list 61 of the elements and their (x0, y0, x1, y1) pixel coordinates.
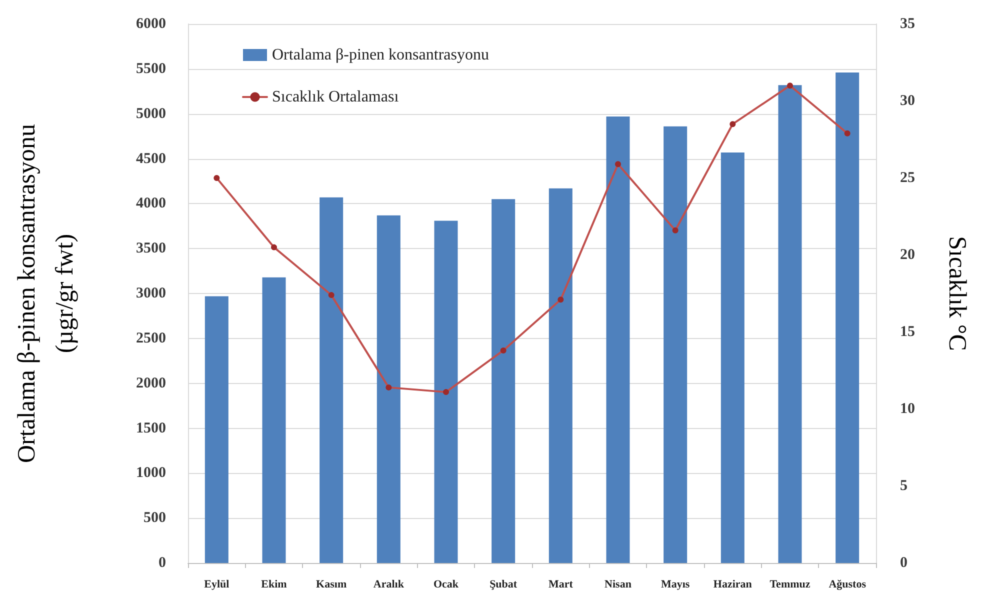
point (328, 292, 334, 298)
point (615, 161, 621, 168)
y2-tick-label: 35 (900, 16, 915, 32)
y-tick-label: 2500 (136, 330, 166, 346)
y2-tick-label: 15 (900, 324, 915, 340)
bar (262, 277, 286, 563)
point (844, 130, 850, 136)
x-tick-label: Nisan (604, 578, 632, 590)
y-tick-label: 5500 (136, 60, 166, 77)
y-tick-label: 500 (144, 510, 166, 526)
y2-tick-label: 5 (900, 478, 908, 494)
bar (320, 197, 344, 563)
bar (434, 220, 458, 563)
y-tick-label: 0 (158, 555, 166, 571)
point (443, 389, 449, 396)
y2-tick-label: 0 (900, 555, 908, 571)
y-axis-title: Ortalama β-pinen konsantrasyonu (µgr/gr fwt) (14, 123, 78, 464)
bar (836, 72, 860, 563)
y2-tick-label: 30 (900, 93, 915, 109)
y2-axis-title: Sıcaklık °C (944, 236, 970, 351)
y2-tick-label: 20 (900, 247, 915, 263)
x-tick-label: Ağustos (828, 578, 867, 590)
bar (720, 152, 744, 563)
point (271, 244, 277, 250)
y-tick-label: 5000 (136, 106, 166, 122)
x-tick-label: Ocak (433, 578, 460, 590)
bar (664, 126, 688, 563)
y-tick-label: 1500 (136, 420, 166, 436)
bar (376, 215, 400, 563)
x-tick-label: Temmuz (770, 578, 810, 590)
y2-tick-label: 10 (900, 401, 915, 417)
bar (204, 296, 228, 563)
x-tick-label: Mayıs (660, 578, 690, 590)
x-tick-label: Haziran (713, 578, 752, 590)
point (500, 347, 506, 354)
x-tick-label: Mart (548, 578, 574, 590)
x-tick-label: Eylül (204, 578, 230, 590)
y-tick-label: 3000 (136, 286, 166, 302)
y-tick-label: 4000 (136, 196, 166, 212)
point (672, 227, 678, 234)
point (214, 175, 220, 181)
point (730, 121, 736, 128)
y-tick-label: 3500 (136, 240, 166, 257)
legend-label: Sıcaklık Ortalaması (272, 88, 400, 106)
point (386, 384, 392, 390)
bar (778, 85, 802, 563)
x-tick-label: Şubat (490, 578, 518, 590)
x-tick-label: Aralık (373, 578, 405, 590)
point (558, 296, 564, 303)
y-tick-label: 6000 (136, 16, 166, 32)
y-tick-label: 2000 (136, 375, 166, 392)
bar (548, 188, 572, 563)
x-tick-label: Kasım (316, 578, 347, 590)
legend-label: Ortalama β-pinen konsantrasyonu (272, 46, 489, 64)
y-tick-label: 1000 (136, 465, 166, 482)
x-tick-label: Ekim (261, 578, 287, 590)
bar (606, 116, 630, 563)
y-tick-label: 4500 (136, 150, 166, 167)
y2-tick-label: 25 (900, 170, 915, 186)
bar (492, 199, 516, 563)
point (787, 82, 793, 89)
